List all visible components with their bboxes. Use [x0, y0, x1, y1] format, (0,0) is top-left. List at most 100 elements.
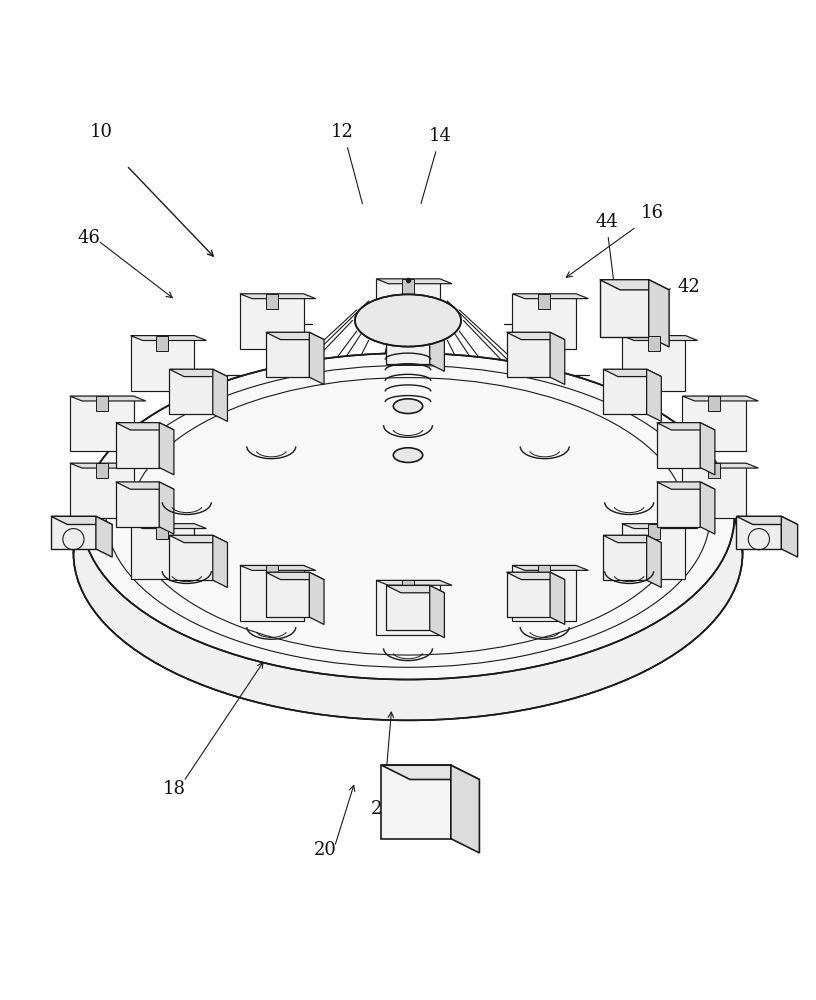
Polygon shape — [70, 396, 134, 451]
Polygon shape — [131, 336, 194, 391]
Polygon shape — [782, 516, 797, 557]
Polygon shape — [51, 516, 96, 549]
Polygon shape — [657, 423, 715, 430]
Polygon shape — [70, 463, 134, 518]
Text: 44: 44 — [596, 213, 619, 231]
Polygon shape — [682, 463, 746, 518]
Polygon shape — [309, 572, 324, 624]
Polygon shape — [386, 585, 430, 630]
Polygon shape — [309, 332, 324, 385]
Polygon shape — [265, 565, 277, 581]
Polygon shape — [550, 332, 565, 385]
Polygon shape — [648, 336, 660, 351]
Polygon shape — [240, 294, 316, 299]
Polygon shape — [265, 294, 277, 309]
Polygon shape — [156, 524, 168, 539]
Polygon shape — [95, 463, 108, 478]
Text: 14: 14 — [428, 127, 451, 145]
Polygon shape — [682, 463, 758, 468]
Polygon shape — [266, 332, 309, 377]
Polygon shape — [170, 369, 213, 414]
Polygon shape — [266, 332, 324, 340]
Polygon shape — [213, 535, 228, 588]
Polygon shape — [240, 565, 304, 621]
Polygon shape — [70, 396, 146, 401]
Polygon shape — [159, 423, 174, 475]
Polygon shape — [507, 332, 565, 340]
Polygon shape — [116, 423, 159, 468]
Polygon shape — [512, 294, 588, 299]
Polygon shape — [382, 765, 450, 839]
Polygon shape — [401, 279, 414, 294]
Polygon shape — [131, 524, 194, 579]
Polygon shape — [622, 524, 685, 579]
Polygon shape — [622, 336, 698, 340]
Polygon shape — [170, 535, 228, 543]
Polygon shape — [700, 482, 715, 534]
Polygon shape — [386, 319, 445, 326]
Ellipse shape — [393, 399, 423, 414]
Polygon shape — [646, 535, 661, 588]
Polygon shape — [646, 369, 661, 421]
Polygon shape — [116, 482, 159, 527]
Polygon shape — [649, 280, 669, 347]
Polygon shape — [512, 565, 576, 621]
Text: 46: 46 — [78, 229, 100, 247]
Polygon shape — [603, 535, 646, 580]
Text: 16: 16 — [641, 204, 663, 222]
Polygon shape — [240, 294, 304, 349]
Polygon shape — [430, 585, 445, 638]
Polygon shape — [156, 336, 168, 351]
Ellipse shape — [82, 353, 734, 680]
Polygon shape — [700, 423, 715, 475]
Polygon shape — [382, 765, 480, 779]
Polygon shape — [600, 280, 669, 290]
Text: 28: 28 — [371, 800, 394, 818]
Polygon shape — [376, 279, 452, 284]
Polygon shape — [648, 524, 660, 539]
Polygon shape — [708, 396, 721, 411]
Polygon shape — [131, 524, 206, 529]
Polygon shape — [622, 336, 685, 391]
Ellipse shape — [355, 294, 461, 347]
Polygon shape — [376, 580, 440, 635]
Polygon shape — [266, 572, 324, 580]
Polygon shape — [386, 319, 430, 364]
Text: 10: 10 — [90, 123, 113, 141]
Polygon shape — [507, 572, 565, 580]
Polygon shape — [737, 516, 797, 524]
Polygon shape — [737, 516, 782, 549]
Polygon shape — [51, 516, 112, 524]
Polygon shape — [539, 294, 551, 309]
Ellipse shape — [393, 448, 423, 462]
Polygon shape — [603, 369, 646, 414]
Polygon shape — [507, 332, 550, 377]
Polygon shape — [430, 319, 445, 371]
Polygon shape — [96, 516, 112, 557]
Polygon shape — [657, 482, 700, 527]
Polygon shape — [657, 423, 700, 468]
Polygon shape — [450, 765, 480, 853]
Text: 20: 20 — [314, 841, 337, 859]
Polygon shape — [603, 369, 661, 377]
Polygon shape — [170, 535, 213, 580]
Polygon shape — [159, 482, 174, 534]
Polygon shape — [512, 565, 588, 570]
Polygon shape — [240, 565, 316, 570]
Polygon shape — [376, 580, 452, 585]
Polygon shape — [708, 463, 721, 478]
Polygon shape — [266, 572, 309, 617]
Polygon shape — [170, 369, 228, 377]
Polygon shape — [682, 396, 746, 451]
Polygon shape — [386, 585, 445, 593]
Polygon shape — [116, 482, 174, 489]
Polygon shape — [622, 524, 698, 529]
Polygon shape — [600, 280, 649, 337]
Polygon shape — [657, 482, 715, 489]
Text: 12: 12 — [330, 123, 353, 141]
Polygon shape — [682, 396, 758, 401]
Polygon shape — [539, 565, 551, 581]
Polygon shape — [131, 336, 206, 340]
Text: 18: 18 — [163, 780, 186, 798]
Polygon shape — [401, 580, 414, 596]
